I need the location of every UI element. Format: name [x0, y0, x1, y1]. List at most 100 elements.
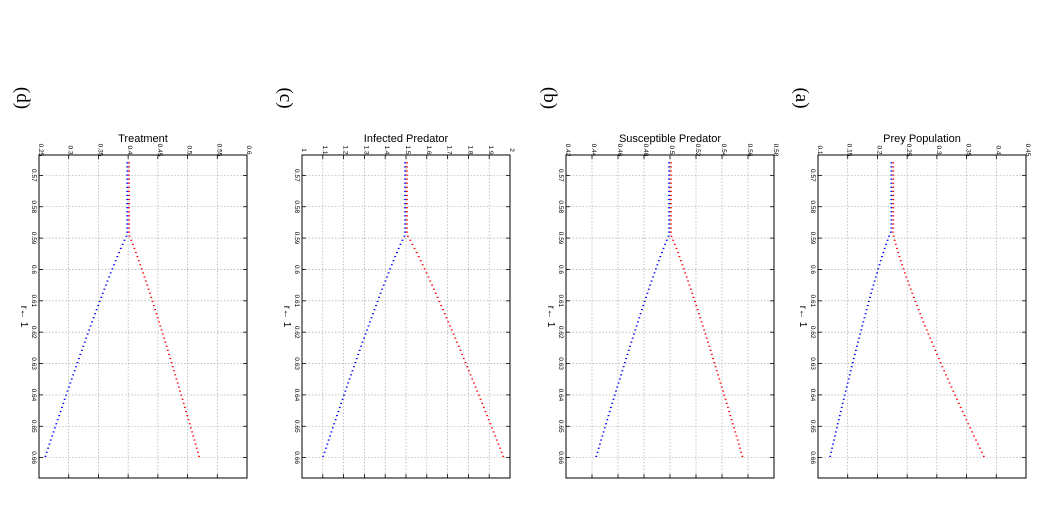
data-point — [111, 268, 114, 270]
data-point — [62, 402, 65, 404]
x-tick-label: 0.59 — [30, 232, 37, 245]
data-point — [879, 260, 882, 262]
data-point — [615, 390, 617, 392]
data-point — [108, 276, 110, 278]
data-point — [442, 309, 444, 311]
x-tick-label: 0.61 — [809, 294, 816, 307]
series-red — [891, 162, 985, 457]
data-point — [72, 374, 75, 376]
data-point — [357, 353, 360, 356]
data-point — [919, 313, 922, 315]
data-point — [450, 329, 453, 331]
data-point — [709, 349, 712, 351]
chart-title: Infected Predator — [364, 133, 449, 145]
data-point — [670, 174, 672, 176]
data-point — [635, 325, 638, 327]
data-point — [126, 215, 129, 217]
data-point — [610, 406, 612, 409]
data-point — [126, 203, 129, 205]
series-blue — [322, 162, 406, 457]
data-point — [471, 378, 474, 380]
data-point — [668, 227, 670, 229]
data-point — [406, 178, 408, 180]
data-point — [406, 203, 408, 205]
data-point — [146, 284, 149, 286]
data-point — [45, 451, 48, 453]
data-point — [670, 182, 672, 184]
data-point — [113, 264, 115, 266]
data-point — [128, 219, 130, 221]
data-point — [622, 366, 625, 368]
data-point — [707, 341, 709, 343]
data-point — [882, 251, 885, 254]
data-point — [404, 182, 406, 184]
data-point — [844, 390, 847, 392]
panel-label: (c) — [275, 87, 296, 108]
data-point — [688, 284, 691, 286]
data-point — [830, 451, 833, 453]
data-point — [126, 166, 129, 168]
data-point — [404, 211, 406, 213]
panel-label: (b) — [539, 87, 560, 109]
data-point — [680, 260, 682, 262]
data-point — [845, 386, 848, 388]
data-point — [384, 280, 387, 282]
data-point — [128, 223, 130, 225]
data-point — [860, 329, 863, 331]
series-blue — [44, 162, 129, 457]
data-point — [956, 398, 958, 400]
data-point — [406, 215, 408, 217]
data-point — [606, 419, 609, 421]
data-point — [739, 447, 741, 449]
data-point — [668, 182, 670, 184]
data-point — [464, 361, 467, 364]
data-point — [375, 304, 377, 307]
data-point — [701, 325, 704, 327]
data-point — [719, 382, 722, 384]
data-point — [404, 207, 406, 209]
data-point — [59, 410, 62, 413]
data-point — [404, 178, 406, 180]
data-point — [363, 337, 365, 339]
data-point — [668, 162, 670, 164]
data-point — [670, 211, 672, 213]
data-point — [675, 247, 678, 250]
data-point — [878, 264, 881, 266]
data-point — [608, 410, 611, 413]
series-red — [406, 162, 505, 457]
data-point — [646, 292, 649, 294]
data-point — [668, 190, 670, 192]
data-point — [452, 333, 455, 335]
data-point — [625, 357, 628, 360]
data-point — [973, 435, 975, 437]
y-tick-label: 1.8 — [466, 145, 473, 154]
y-tick-label: 0.35 — [965, 144, 972, 157]
data-point — [119, 247, 122, 250]
x-tick-label: 0.64 — [293, 389, 300, 402]
y-tick-label: 0.45 — [156, 144, 163, 157]
data-point — [932, 345, 935, 347]
data-point — [893, 239, 896, 241]
data-point — [670, 223, 672, 225]
data-point — [908, 284, 911, 286]
data-point — [657, 260, 660, 262]
x-tick-label: 0.58 — [293, 200, 300, 213]
x-tick-label: 0.66 — [809, 451, 816, 464]
data-point — [863, 317, 866, 319]
data-point — [456, 341, 458, 343]
data-point — [192, 435, 195, 437]
data-point — [925, 329, 928, 331]
data-point — [334, 419, 337, 421]
data-point — [61, 406, 63, 409]
data-point — [668, 178, 670, 180]
data-point — [474, 386, 477, 388]
data-point — [961, 410, 964, 413]
data-point — [147, 288, 150, 290]
data-point — [459, 349, 462, 351]
x-tick-label: 0.64 — [30, 389, 37, 402]
data-point — [840, 406, 843, 409]
data-point — [355, 357, 358, 360]
series-red — [128, 162, 200, 457]
data-point — [69, 382, 72, 384]
data-point — [434, 292, 437, 294]
